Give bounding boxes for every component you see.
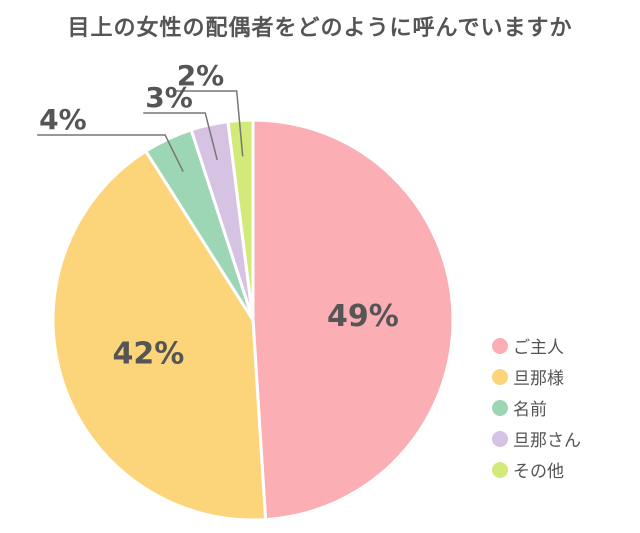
legend-item: 旦那様 (492, 361, 632, 392)
leader-line (174, 90, 244, 157)
slice-labels: 49% 42% 4% 3%2% (39, 59, 399, 371)
leader-lines (37, 90, 244, 172)
pie-slice (226, 118, 255, 322)
legend-swatch (492, 337, 508, 354)
legend-label: ご主人 (513, 338, 564, 358)
leader-line (143, 112, 218, 161)
legend-label: その他 (513, 462, 564, 482)
slice-value-label: 49% (327, 299, 399, 334)
slice-value-label: 42% (112, 336, 184, 371)
legend-item: 旦那さん (492, 423, 632, 454)
pie-slice (251, 118, 455, 522)
legend-swatch (492, 430, 508, 447)
legend-label: 旦那さん (513, 431, 581, 451)
legend-swatch (492, 399, 508, 416)
legend-label: 旦那様 (513, 369, 564, 389)
legend-item: ご主人 (492, 330, 632, 361)
legend-item: その他 (492, 454, 632, 485)
slice-value-label: 2% (177, 59, 225, 92)
legend-item: 名前 (492, 392, 632, 423)
legend-swatch (492, 461, 508, 478)
pie-slices (51, 118, 455, 522)
slice-value-label: 4% (39, 103, 87, 136)
legend-label: 名前 (513, 400, 547, 420)
slice-value-label: 3% (145, 81, 193, 114)
legend: ご主人 旦那様 名前 旦那さん その他 (492, 330, 632, 485)
pie-slice (51, 149, 268, 522)
legend-swatch (492, 368, 508, 385)
chart-title: 目上の女性の配偶者をどのように呼んでいますか (67, 16, 573, 41)
leader-line (37, 134, 184, 172)
